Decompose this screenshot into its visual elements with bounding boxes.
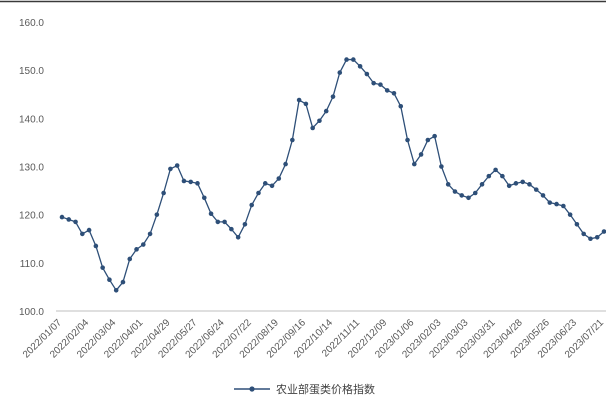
data-point xyxy=(472,190,478,196)
y-axis-ticks: 100.0 110.0 120.0 130.0 140.0 150.0 160.0 xyxy=(19,18,44,318)
data-point xyxy=(384,88,390,93)
legend-label: 农业部蛋类价格指数 xyxy=(276,382,375,396)
y-tick-label: 120.0 xyxy=(19,211,44,222)
data-point xyxy=(337,70,343,75)
data-point xyxy=(181,178,187,184)
data-point xyxy=(323,108,329,114)
data-point xyxy=(107,277,112,282)
data-point xyxy=(452,189,458,194)
data-point xyxy=(249,202,254,208)
y-tick-label: 110.0 xyxy=(20,259,45,270)
data-point xyxy=(120,279,126,285)
data-point xyxy=(168,166,173,172)
data-point xyxy=(425,137,431,143)
data-point xyxy=(161,190,166,196)
data-point xyxy=(86,227,92,233)
data-point xyxy=(127,256,133,262)
data-point xyxy=(235,235,241,240)
data-point xyxy=(445,182,451,187)
data-point xyxy=(533,187,539,192)
data-point xyxy=(581,231,586,237)
data-point xyxy=(459,193,465,198)
data-point xyxy=(66,217,72,222)
data-point xyxy=(201,195,207,201)
y-tick-label: 100.0 xyxy=(19,307,44,318)
data-point xyxy=(141,242,146,247)
data-point xyxy=(303,101,309,107)
data-point xyxy=(506,183,512,189)
data-point xyxy=(588,236,593,242)
data-point xyxy=(93,243,99,249)
data-point xyxy=(317,118,322,124)
data-point xyxy=(242,222,248,227)
data-point xyxy=(466,195,471,201)
data-point xyxy=(174,163,180,168)
data-point xyxy=(547,200,553,205)
data-point xyxy=(113,287,119,293)
data-point xyxy=(513,181,519,186)
data-point xyxy=(222,219,227,225)
data-point xyxy=(283,161,288,167)
data-point xyxy=(371,80,376,86)
data-point xyxy=(100,265,105,270)
data-point xyxy=(540,193,546,198)
data-point xyxy=(195,181,200,186)
data-point xyxy=(567,212,573,217)
data-point xyxy=(351,57,356,62)
data-point xyxy=(405,137,410,143)
y-tick-label: 130.0 xyxy=(19,163,44,174)
legend: 农业部蛋类价格指数 xyxy=(234,382,375,396)
x-axis-ticks: 2022/01/072022/02/042022/03/042022/04/01… xyxy=(21,317,606,360)
data-point xyxy=(59,214,65,220)
data-point xyxy=(527,182,532,187)
data-point xyxy=(486,173,492,179)
y-tick-label: 150.0 xyxy=(19,66,44,77)
data-point xyxy=(432,133,437,139)
data-point xyxy=(215,219,221,225)
data-point xyxy=(330,94,336,99)
data-point xyxy=(344,57,349,62)
data-point xyxy=(134,247,139,252)
data-point xyxy=(188,179,194,185)
data-point xyxy=(229,226,234,232)
data-point xyxy=(73,219,78,225)
data-point xyxy=(520,179,525,185)
series-line xyxy=(61,58,605,291)
data-point xyxy=(208,211,214,217)
data-point xyxy=(154,212,160,217)
data-point xyxy=(561,203,566,209)
y-tick-label: 140.0 xyxy=(19,114,44,125)
data-point xyxy=(296,97,302,103)
data-point xyxy=(554,201,559,207)
data-point xyxy=(493,167,498,173)
data-point xyxy=(310,125,315,131)
data-point xyxy=(594,235,600,240)
data-point xyxy=(364,71,370,77)
data-point xyxy=(290,137,295,143)
data-point xyxy=(479,182,485,187)
data-point xyxy=(80,231,85,237)
data-point xyxy=(418,152,424,157)
chart-frame xyxy=(0,0,606,312)
data-point xyxy=(398,103,404,109)
series-layer xyxy=(59,57,606,293)
data-point xyxy=(601,229,606,234)
data-point xyxy=(500,173,505,179)
data-point xyxy=(269,183,275,189)
data-point xyxy=(412,161,417,167)
data-point xyxy=(574,222,580,227)
y-tick-label: 160.0 xyxy=(19,18,44,29)
data-point xyxy=(378,82,383,87)
data-point xyxy=(391,90,397,96)
data-point xyxy=(147,231,153,237)
data-point xyxy=(256,190,261,196)
data-point xyxy=(262,181,268,186)
data-point xyxy=(357,64,363,69)
data-point xyxy=(439,164,444,169)
data-point xyxy=(276,176,282,181)
legend-marker xyxy=(249,386,255,392)
